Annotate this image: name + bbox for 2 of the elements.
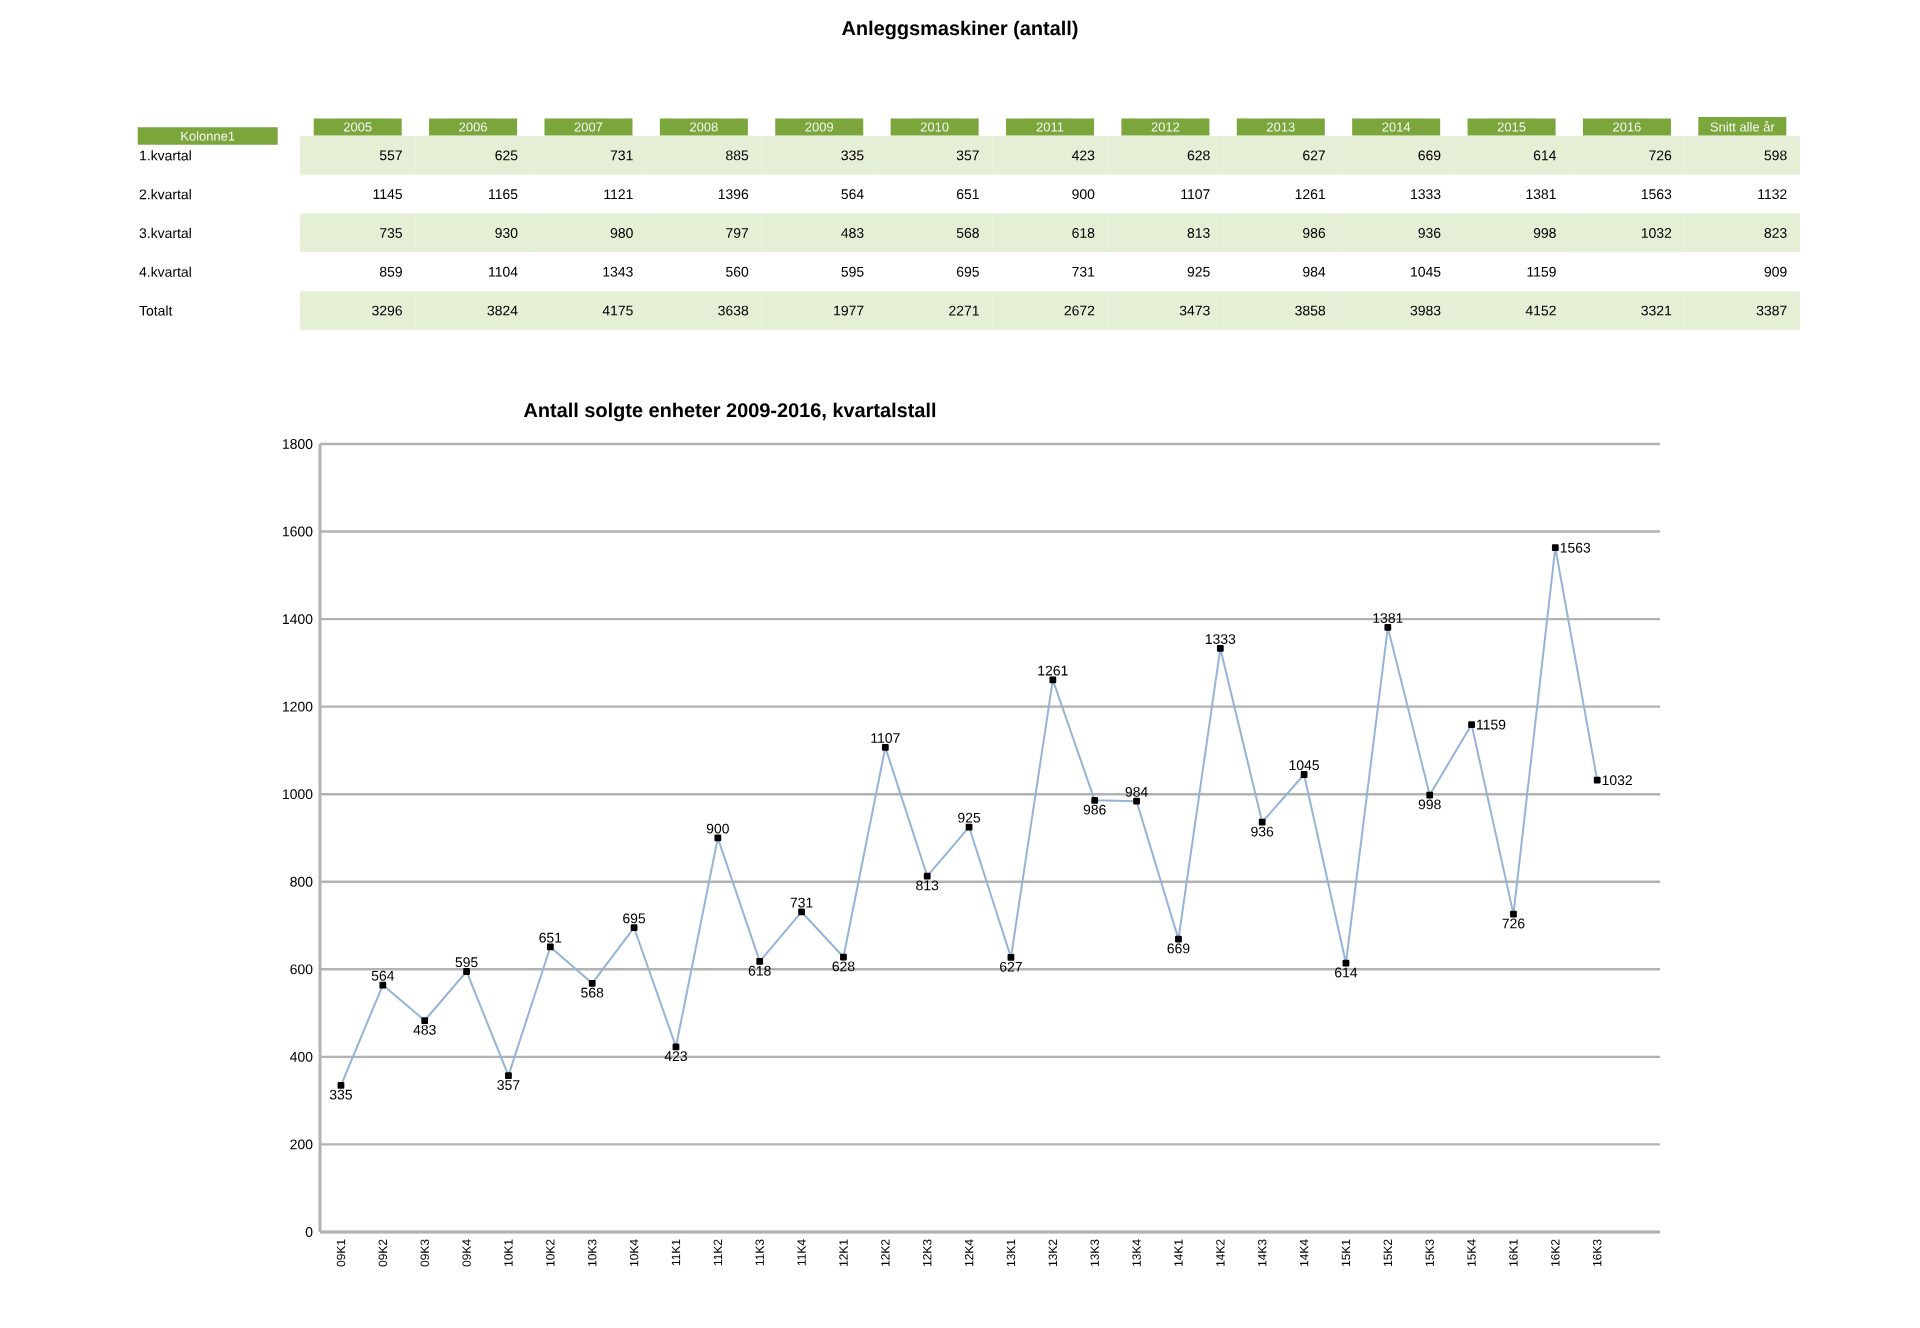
chart-title: Anleggsmaskiner (antall): [842, 20, 1078, 40]
chart-title: Antall solgte enheter 2009-2016, kvartalstall: [523, 402, 936, 422]
